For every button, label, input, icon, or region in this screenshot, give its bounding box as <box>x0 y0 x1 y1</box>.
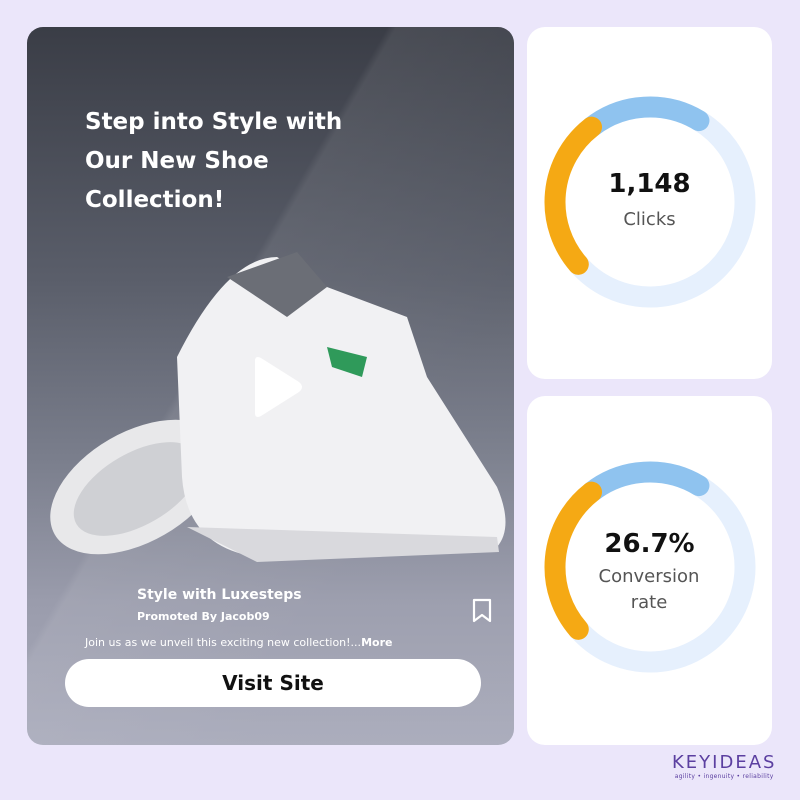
conversion-value: 26.7% <box>604 529 695 559</box>
conversion-card: 26.7% Conversion rate <box>527 396 772 745</box>
bookmark-icon[interactable] <box>471 598 493 624</box>
ad-headline: Step into Style with Our New Shoe Collec… <box>85 109 343 213</box>
visit-site-button[interactable]: Visit Site <box>65 659 481 707</box>
promoted-by: Promoted By Jacob09 <box>137 610 270 623</box>
conversion-donut <box>544 461 756 673</box>
donut-track-segment <box>567 475 756 673</box>
ad-description: Join us as we unveil this exciting new c… <box>85 636 392 649</box>
brand-name: Style with Luxesteps <box>137 587 302 603</box>
logo-tagline: agility • ingenuity • reliability <box>674 773 774 780</box>
clicks-label: Clicks <box>623 209 676 230</box>
donut-blue-segment <box>581 96 710 138</box>
donut-blue-segment <box>581 461 710 503</box>
play-icon[interactable] <box>249 355 305 419</box>
clicks-card: 1,148 Clicks <box>527 27 772 379</box>
donut-track-segment <box>567 110 756 308</box>
donut-orange-segment <box>544 481 603 640</box>
description-text: Join us as we unveil this exciting new c… <box>85 636 362 649</box>
keyideas-logo: KEYIDEAS agility • ingenuity • reliabili… <box>672 752 776 780</box>
more-link[interactable]: More <box>361 636 393 649</box>
clicks-value: 1,148 <box>608 169 691 199</box>
donut-orange-segment <box>544 116 603 275</box>
logo-name: KEYIDEAS <box>672 752 777 773</box>
clicks-donut <box>544 96 756 308</box>
conversion-label: Conversion rate <box>598 566 700 613</box>
ad-preview-card: Step into Style with Our New Shoe Collec… <box>27 27 514 745</box>
shoe-image <box>50 252 506 562</box>
